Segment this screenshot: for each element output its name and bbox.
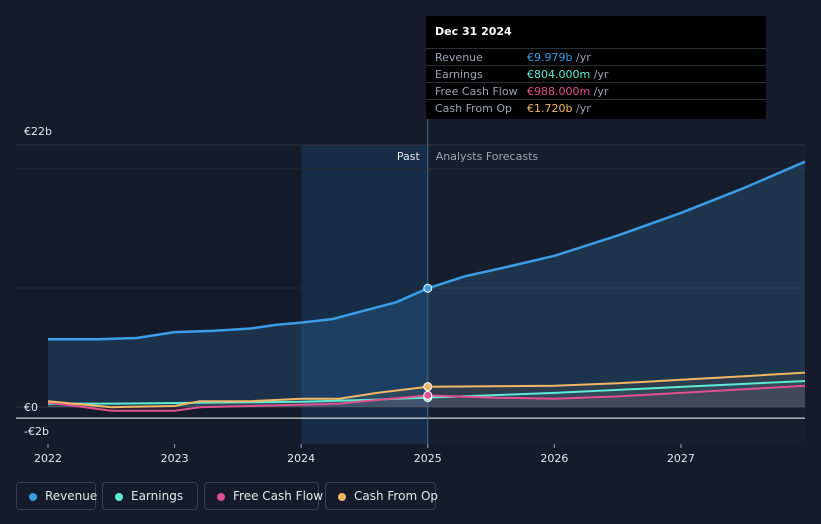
x-tick-label: 2024 (287, 452, 315, 465)
legend-item-earnings[interactable]: Earnings (102, 482, 198, 510)
x-tick-label: 2026 (540, 452, 568, 465)
tooltip-value: €988.000m /yr (527, 85, 609, 98)
marker-revenue[interactable] (423, 283, 433, 293)
x-tick-label: 2022 (34, 452, 62, 465)
tooltip-row-earnings: Earnings €804.000m /yr (426, 65, 766, 83)
series-line-revenue (48, 160, 806, 341)
y-axis-label: €0 (24, 401, 38, 414)
tooltip-label: Revenue (435, 51, 483, 64)
tooltip-row-fcf: Free Cash Flow €988.000m /yr (426, 82, 766, 100)
legend-dot-icon (115, 493, 123, 501)
tooltip-row-cfo: Cash From Op €1.720b /yr (426, 99, 766, 117)
legend-dot-icon (338, 493, 346, 501)
y-axis-label: €22b (24, 125, 52, 138)
x-tick-label: 2027 (667, 452, 695, 465)
series-area-revenue (48, 161, 805, 408)
y-axis-label: -€2b (24, 425, 49, 438)
series-area-earnings (48, 381, 805, 408)
forecast-label: Analysts Forecasts (436, 150, 539, 163)
tooltip-value: €804.000m /yr (527, 68, 609, 81)
x-tick-label: 2023 (161, 452, 189, 465)
tooltip-value: €9.979b /yr (527, 51, 591, 64)
legend-item-cfo[interactable]: Cash From Op (325, 482, 439, 510)
legend-item-fcf[interactable]: Free Cash Flow (204, 482, 323, 510)
marker-cash-from-op[interactable] (423, 382, 433, 392)
past-label: Past (397, 150, 421, 163)
tooltip-label: Earnings (435, 68, 483, 81)
legend-label: Earnings (131, 489, 184, 503)
marker-free-cash-flow[interactable] (423, 390, 433, 400)
tooltip-label: Free Cash Flow (435, 85, 518, 98)
tooltip-label: Cash From Op (435, 102, 513, 115)
tooltip-date: Dec 31 2024 (435, 25, 512, 38)
tooltip-row-revenue: Revenue €9.979b /yr (426, 48, 766, 66)
legend-label: Free Cash Flow (233, 489, 324, 503)
legend-dot-icon (217, 493, 225, 501)
series-line-free-cash-flow (47, 384, 806, 412)
legend-label: Cash From Op (354, 489, 439, 503)
legend-dot-icon (29, 493, 37, 501)
series-line-cash-from-op (47, 371, 806, 409)
tooltip-value: €1.720b /yr (527, 102, 591, 115)
forecast-background (427, 145, 805, 444)
tooltip: Dec 31 2024 Revenue €9.979b /yr Earnings… (426, 16, 766, 119)
legend-label: Revenue (45, 489, 98, 503)
x-tick-label: 2025 (414, 452, 442, 465)
legend-item-revenue[interactable]: Revenue (16, 482, 98, 510)
